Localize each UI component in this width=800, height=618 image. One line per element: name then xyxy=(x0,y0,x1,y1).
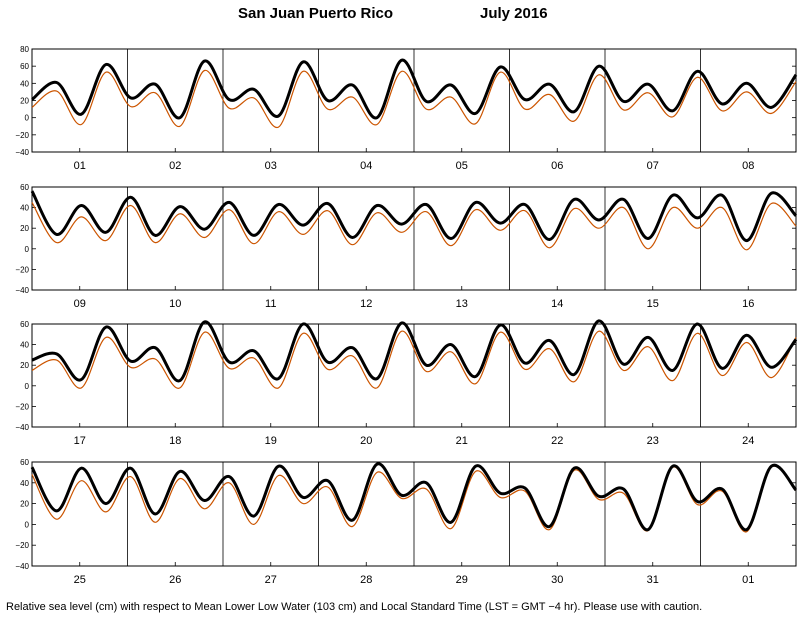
y-tick-label: 0 xyxy=(25,520,30,529)
day-label: 30 xyxy=(551,574,563,586)
day-label: 04 xyxy=(360,160,372,172)
y-tick-label: 0 xyxy=(25,245,30,254)
y-tick-label: −40 xyxy=(15,286,29,295)
day-label: 24 xyxy=(742,435,754,447)
y-tick-label: −20 xyxy=(15,131,29,140)
day-label: 10 xyxy=(169,298,181,310)
day-label: 01 xyxy=(742,574,754,586)
day-label: 28 xyxy=(360,574,372,586)
day-label: 07 xyxy=(647,160,659,172)
predicted-tide-line xyxy=(30,462,798,532)
y-tick-label: 20 xyxy=(20,361,29,370)
footer-note: Relative sea level (cm) with respect to … xyxy=(6,601,703,613)
day-label: 15 xyxy=(647,298,659,310)
y-tick-label: 20 xyxy=(20,224,29,233)
day-label: 29 xyxy=(456,574,468,586)
y-tick-label: 40 xyxy=(20,79,29,88)
day-label: 02 xyxy=(169,160,181,172)
day-label: 16 xyxy=(742,298,754,310)
y-tick-label: 40 xyxy=(20,479,29,488)
y-tick-label: 0 xyxy=(25,114,30,123)
day-label: 23 xyxy=(647,435,659,447)
y-tick-label: −40 xyxy=(15,148,29,157)
y-tick-label: −40 xyxy=(15,423,29,432)
y-tick-label: 0 xyxy=(25,382,30,391)
y-tick-label: −20 xyxy=(15,402,29,411)
observed-sea-level-line xyxy=(31,202,797,251)
tide-panel-1: 01 02 03 04 05 06 07 08 80 60 40 20 0 −20 −40 xyxy=(15,45,798,172)
day-label: 01 xyxy=(74,160,86,172)
day-label: 26 xyxy=(169,574,181,586)
chart-title-month: July 2016 xyxy=(480,5,548,22)
y-tick-label: 60 xyxy=(20,62,29,71)
day-label: 17 xyxy=(74,435,86,447)
y-tick-label: −20 xyxy=(15,541,29,550)
observed-sea-level-line xyxy=(31,330,797,389)
day-label: 31 xyxy=(647,574,659,586)
y-tick-label: 60 xyxy=(20,458,29,467)
y-tick-label: −20 xyxy=(15,265,29,274)
tide-panel-4: 25 26 27 28 29 30 31 01 60 40 20 0 −20 −40 xyxy=(15,458,798,586)
chart-title-location: San Juan Puerto Rico xyxy=(238,5,394,22)
tide-panel-2: 09 10 11 12 13 14 15 16 60 40 20 0 −20 −40 xyxy=(15,183,798,310)
day-label: 14 xyxy=(551,298,563,310)
day-label: 19 xyxy=(265,435,277,447)
predicted-tide-line xyxy=(30,190,798,243)
day-label: 25 xyxy=(74,574,86,586)
day-label: 27 xyxy=(265,574,277,586)
day-label: 13 xyxy=(456,298,468,310)
day-label: 11 xyxy=(265,298,276,310)
day-label: 18 xyxy=(169,435,181,447)
y-tick-label: 60 xyxy=(20,183,29,192)
predicted-tide-line xyxy=(31,319,798,383)
observed-sea-level-line xyxy=(31,69,797,128)
y-tick-label: −40 xyxy=(15,562,29,571)
day-label: 12 xyxy=(360,298,372,310)
y-tick-label: 40 xyxy=(20,341,29,350)
day-label: 03 xyxy=(265,160,277,172)
y-tick-label: 60 xyxy=(20,320,29,329)
y-tick-label: 40 xyxy=(20,204,29,213)
tide-panel-3: 17 18 19 20 21 22 23 24 60 40 20 0 −20 −40 xyxy=(15,319,798,447)
day-label: 05 xyxy=(456,160,468,172)
day-label: 21 xyxy=(456,435,468,447)
predicted-tide-line xyxy=(31,58,798,120)
day-label: 08 xyxy=(742,160,754,172)
day-label: 06 xyxy=(551,160,563,172)
day-label: 20 xyxy=(360,435,372,447)
y-tick-label: 20 xyxy=(20,97,29,106)
y-tick-label: 20 xyxy=(20,500,29,509)
day-label: 22 xyxy=(551,435,563,447)
y-tick-label: 80 xyxy=(20,45,29,54)
day-label: 09 xyxy=(74,298,86,310)
